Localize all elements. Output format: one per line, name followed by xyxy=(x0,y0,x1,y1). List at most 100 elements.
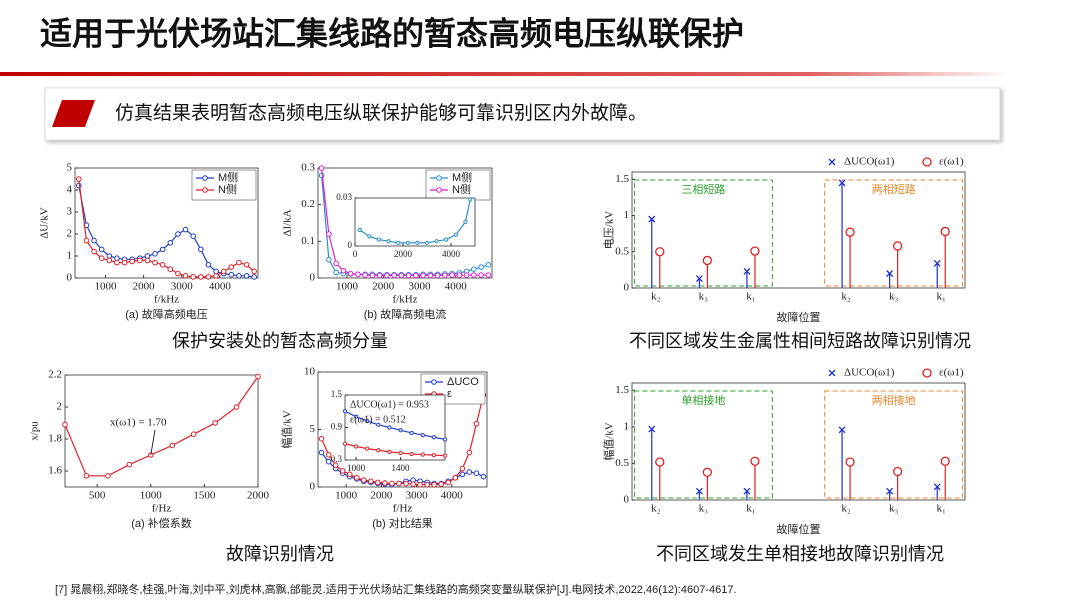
point xyxy=(251,268,257,275)
point xyxy=(459,471,466,478)
y-tick-label: 0.3 xyxy=(331,454,343,464)
annotation-arrow xyxy=(150,429,156,456)
stem-marker xyxy=(648,425,656,433)
y-tick-label: 10 xyxy=(304,366,316,378)
point xyxy=(387,425,392,430)
point xyxy=(152,259,158,266)
y-tick-label: 1 xyxy=(624,209,630,221)
point xyxy=(167,266,174,273)
legend-label: M侧 xyxy=(452,171,472,184)
x-tick-label: 3000 xyxy=(171,281,194,293)
sub-caption: (b) 对比结果 xyxy=(372,516,433,530)
point xyxy=(468,197,473,202)
point xyxy=(175,270,181,277)
x-tick-label: 2000 xyxy=(394,249,413,259)
y-tick-label: 0.9 xyxy=(331,422,343,432)
point xyxy=(431,481,437,488)
point xyxy=(463,219,468,225)
point xyxy=(318,449,325,456)
point xyxy=(233,404,240,410)
point xyxy=(339,468,346,474)
stem-marker xyxy=(743,487,751,495)
point xyxy=(354,444,359,449)
y-axis-label: x/pu xyxy=(29,421,41,441)
point xyxy=(463,272,470,278)
legend-label: N侧 xyxy=(452,183,471,196)
stem-marker xyxy=(933,259,941,267)
x-axis-label: 故障位置 xyxy=(777,522,821,536)
point xyxy=(473,470,480,477)
point xyxy=(382,480,388,486)
point xyxy=(198,274,204,280)
plot-frame xyxy=(64,374,259,488)
legend-marker xyxy=(436,187,442,193)
x-tick-label: 1400 xyxy=(392,463,411,473)
point xyxy=(424,481,430,488)
plot-frame xyxy=(631,171,966,289)
point xyxy=(340,267,347,274)
point xyxy=(342,441,348,446)
legend-marker xyxy=(828,369,836,377)
point xyxy=(409,430,414,436)
y-tick-label: 5 xyxy=(310,423,316,435)
y-tick-label: 0 xyxy=(348,240,353,250)
point xyxy=(386,239,391,244)
point xyxy=(251,274,257,280)
legend-label: ε(ω1) xyxy=(939,156,964,168)
x-tick-label: k₂ xyxy=(651,503,661,515)
point xyxy=(420,272,426,279)
group-label: 两相接地 xyxy=(872,394,916,407)
point xyxy=(376,237,382,242)
point xyxy=(384,272,390,279)
y-tick-label: 0.2 xyxy=(301,198,315,210)
point xyxy=(236,259,242,266)
y-tick-label: 1.6 xyxy=(48,465,62,477)
stem-marker xyxy=(702,467,713,477)
point xyxy=(326,256,332,263)
point xyxy=(318,172,325,179)
slide-title: 适用于光伏场站汇集线路的暂态高频电压纵联保护 xyxy=(40,15,744,51)
annotation: ΔUCO(ω1) = 0.953 xyxy=(350,399,429,410)
y-tick-label: 2 xyxy=(57,401,63,413)
stem-marker xyxy=(655,457,665,467)
point xyxy=(318,165,325,171)
point xyxy=(478,264,484,270)
point xyxy=(126,461,133,468)
stem-marker xyxy=(845,227,855,237)
point xyxy=(434,272,441,279)
sub-caption: (a) 补偿系数 xyxy=(131,516,192,530)
stem-marker xyxy=(886,270,894,277)
y-tick-label: 0.5 xyxy=(615,245,629,257)
y-tick-label: 0 xyxy=(310,272,316,284)
point xyxy=(409,451,414,457)
point xyxy=(396,480,402,487)
x-axis-label: f/Hz xyxy=(393,503,413,515)
point xyxy=(442,272,448,279)
stem-marker xyxy=(695,275,703,283)
point xyxy=(347,270,354,277)
point xyxy=(190,274,196,280)
point xyxy=(129,258,135,265)
x-tick-label: k₃ xyxy=(699,291,709,303)
point xyxy=(333,260,339,267)
point xyxy=(391,272,397,279)
stem-marker xyxy=(838,179,846,187)
legend-label: N侧 xyxy=(218,183,237,196)
point xyxy=(175,231,181,237)
point xyxy=(190,233,196,239)
point xyxy=(114,259,120,266)
point xyxy=(342,409,348,414)
group-label: 三相短路 xyxy=(681,182,725,196)
point xyxy=(427,272,434,279)
series-line xyxy=(344,443,446,457)
stem-marker xyxy=(933,483,941,491)
annotation: x(ω1) = 1.70 xyxy=(110,417,167,429)
group-label: 两相短路 xyxy=(872,182,916,196)
x-tick-label: 2000 xyxy=(370,490,393,502)
stem-marker xyxy=(838,426,846,434)
caption: 不同区域发生金属性相间短路故障识别情况 xyxy=(629,331,971,351)
x-tick-label: 4000 xyxy=(445,281,468,293)
point xyxy=(98,255,105,262)
